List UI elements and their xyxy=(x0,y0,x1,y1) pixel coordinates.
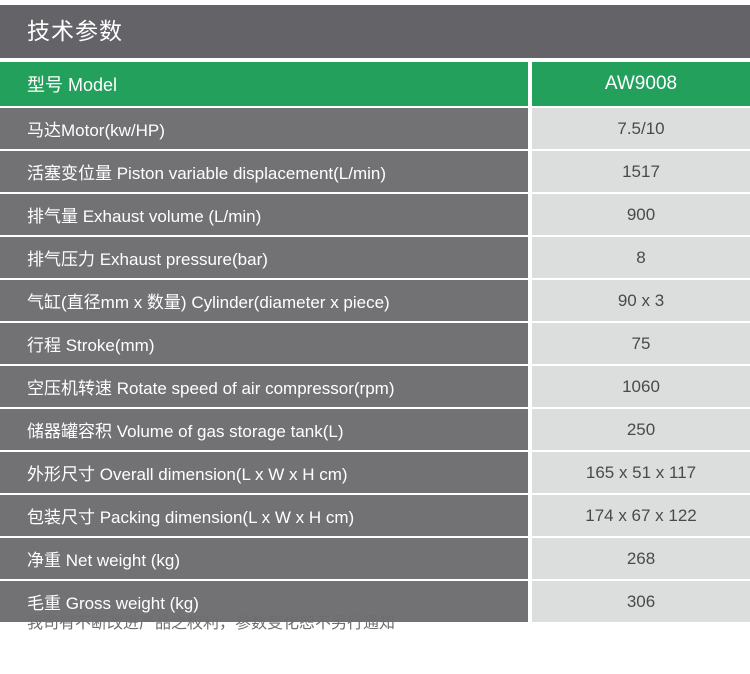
table-row: 净重 Net weight (kg) 268 xyxy=(0,538,750,579)
page-title: 技术参数 xyxy=(27,18,123,44)
table-row: 排气量 Exhaust volume (L/min) 900 xyxy=(0,194,750,235)
spec-value: 90 x 3 xyxy=(532,280,750,321)
column-divider xyxy=(528,62,532,106)
table-row: 活塞变位量 Piston variable displacement(L/min… xyxy=(0,151,750,192)
column-divider xyxy=(528,366,532,407)
spec-label: 外形尺寸 Overall dimension(L x W x H cm) xyxy=(0,452,528,493)
spec-label: 净重 Net weight (kg) xyxy=(0,538,528,579)
column-divider xyxy=(528,409,532,450)
table-row: 空压机转速 Rotate speed of air compressor(rpm… xyxy=(0,366,750,407)
spec-value: 306 xyxy=(532,581,750,622)
table-row: 排气压力 Exhaust pressure(bar) 8 xyxy=(0,237,750,278)
spec-value: 1060 xyxy=(532,366,750,407)
table-row: 气缸(直径mm x 数量) Cylinder(diameter x piece)… xyxy=(0,280,750,321)
spec-label: 毛重 Gross weight (kg) xyxy=(0,581,528,622)
column-divider xyxy=(528,452,532,493)
spec-value: 250 xyxy=(532,409,750,450)
column-divider xyxy=(528,151,532,192)
spec-label: 排气量 Exhaust volume (L/min) xyxy=(0,194,528,235)
table-body: 马达Motor(kw/HP) 7.5/10 活塞变位量 Piston variabl… xyxy=(0,108,750,622)
column-divider xyxy=(528,581,532,622)
specification-table: 型号 Model AW9008 马达Motor(kw/HP) 7.5/10 活塞变位… xyxy=(0,62,750,624)
table-row: 马达Motor(kw/HP) 7.5/10 xyxy=(0,108,750,149)
spec-value: 1517 xyxy=(532,151,750,192)
column-divider xyxy=(528,194,532,235)
spec-label: 活塞变位量 Piston variable displacement(L/min… xyxy=(0,151,528,192)
spec-value: 165 x 51 x 117 xyxy=(532,452,750,493)
section-title-bar: 技术参数 xyxy=(0,5,750,58)
spec-label: 马达Motor(kw/HP) xyxy=(0,108,528,149)
column-divider xyxy=(528,108,532,149)
spec-value: 900 xyxy=(532,194,750,235)
column-divider xyxy=(528,538,532,579)
table-header-label: 型号 Model xyxy=(0,62,528,106)
spec-value: 75 xyxy=(532,323,750,364)
spec-value: 174 x 67 x 122 xyxy=(532,495,750,536)
table-row: 外形尺寸 Overall dimension(L x W x H cm) 165 … xyxy=(0,452,750,493)
spec-value: 268 xyxy=(532,538,750,579)
column-divider xyxy=(528,323,532,364)
spec-label: 空压机转速 Rotate speed of air compressor(rpm… xyxy=(0,366,528,407)
table-row: 包装尺寸 Packing dimension(L x W x H cm) 174 … xyxy=(0,495,750,536)
spec-label: 气缸(直径mm x 数量) Cylinder(diameter x piece) xyxy=(0,280,528,321)
footer-disclaimer: 我司有不断改进产品之权利，参数变化恕不另行通知 xyxy=(27,615,396,632)
spec-label: 储器罐容积 Volume of gas storage tank(L) xyxy=(0,409,528,450)
spec-value: 7.5/10 xyxy=(532,108,750,149)
column-divider xyxy=(528,280,532,321)
spec-label: 排气压力 Exhaust pressure(bar) xyxy=(0,237,528,278)
column-divider xyxy=(528,495,532,536)
column-divider xyxy=(528,237,532,278)
table-row: 行程 Stroke(mm) 75 xyxy=(0,323,750,364)
table-row: 毛重 Gross weight (kg) 306 xyxy=(0,581,750,622)
spec-label: 包装尺寸 Packing dimension(L x W x H cm) xyxy=(0,495,528,536)
table-row: 储器罐容积 Volume of gas storage tank(L) 250 xyxy=(0,409,750,450)
table-header-value: AW9008 xyxy=(532,62,750,106)
spec-label: 行程 Stroke(mm) xyxy=(0,323,528,364)
spec-value: 8 xyxy=(532,237,750,278)
table-header-row: 型号 Model AW9008 xyxy=(0,62,750,106)
